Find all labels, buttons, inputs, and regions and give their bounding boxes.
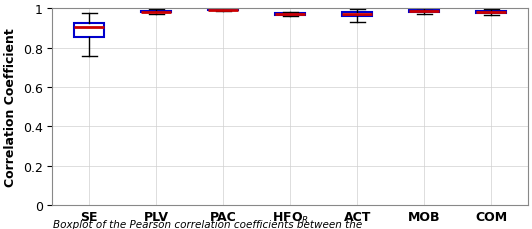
PathPatch shape bbox=[74, 24, 104, 38]
Text: Boxplot of the Pearson correlation coefficients between the: Boxplot of the Pearson correlation coeff… bbox=[53, 219, 362, 229]
PathPatch shape bbox=[342, 13, 372, 17]
PathPatch shape bbox=[141, 12, 171, 14]
PathPatch shape bbox=[275, 14, 305, 16]
PathPatch shape bbox=[409, 11, 439, 13]
PathPatch shape bbox=[208, 10, 238, 11]
Y-axis label: Correlation Coefficient: Correlation Coefficient bbox=[4, 28, 17, 186]
PathPatch shape bbox=[476, 12, 506, 14]
